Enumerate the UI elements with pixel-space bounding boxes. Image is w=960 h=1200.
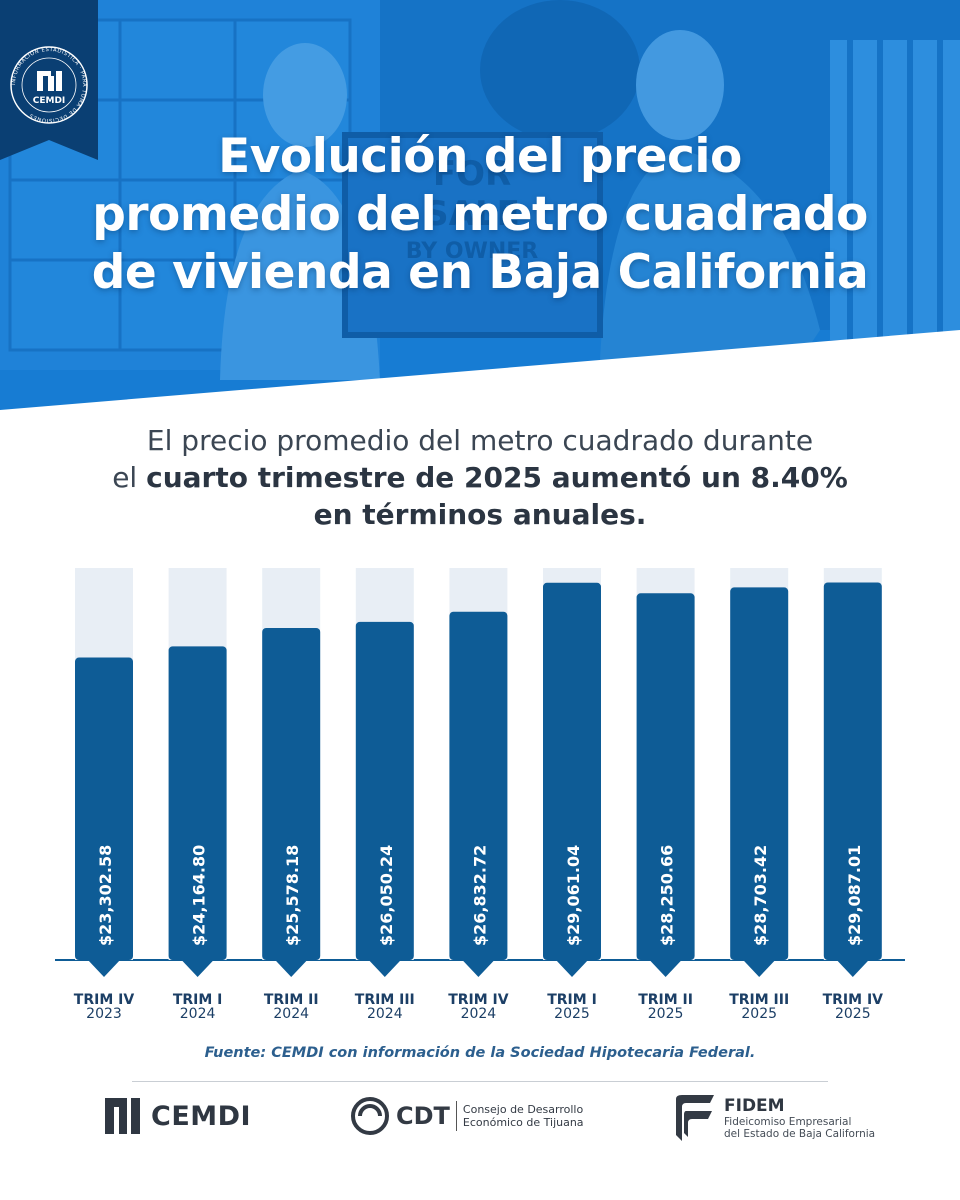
bar-pointer bbox=[742, 959, 777, 977]
x-tick-year: 2025 bbox=[554, 1006, 590, 1022]
x-tick-year: 2024 bbox=[461, 1006, 497, 1022]
title-line-1: Evolución del precio bbox=[218, 129, 742, 184]
fidem-wordmark: FIDEM bbox=[724, 1095, 785, 1116]
data-label: $29,061.04 bbox=[564, 845, 583, 946]
x-tick-period: TRIM III bbox=[729, 992, 789, 1008]
x-tick-period: TRIM II bbox=[638, 992, 693, 1008]
bar bbox=[636, 593, 695, 960]
x-tick-period: TRIM IV bbox=[448, 992, 509, 1008]
bar-pointer bbox=[461, 959, 496, 977]
cdt-ring-icon bbox=[351, 1097, 389, 1135]
x-tick-period: TRIM I bbox=[547, 992, 597, 1008]
x-tick-year: 2024 bbox=[273, 1006, 309, 1022]
badge-brand: CEMDI bbox=[33, 96, 66, 106]
cdt-separator bbox=[455, 1101, 457, 1131]
bar bbox=[449, 611, 508, 960]
data-label: $26,832.72 bbox=[470, 845, 489, 946]
data-label: $24,164.80 bbox=[190, 845, 209, 946]
data-label: $25,578.18 bbox=[283, 845, 302, 946]
fidem-mark-icon bbox=[676, 1095, 714, 1141]
headline-line-1: El precio promedio del metro cuadrado du… bbox=[146, 424, 814, 457]
bar bbox=[823, 582, 882, 960]
bar-pointer bbox=[87, 959, 121, 977]
x-tick-year: 2023 bbox=[86, 1006, 122, 1022]
cdt-wordmark: CDT bbox=[396, 1102, 450, 1130]
data-label: $23,302.58 bbox=[96, 845, 115, 946]
cemdi-badge: CEMDI INFORMACIÓN ESTADÍSTICA · PARA TOM… bbox=[0, 0, 98, 160]
bar bbox=[168, 646, 227, 960]
x-tick-period: TRIM IV bbox=[74, 992, 135, 1008]
headline-line-3: en términos anuales. bbox=[313, 498, 647, 531]
x-tick-period: TRIM I bbox=[173, 992, 223, 1008]
fidem-logo: FIDEM Fideicomiso Empresarial del Estado… bbox=[672, 1093, 875, 1143]
x-tick-year: 2025 bbox=[741, 1006, 777, 1022]
x-tick-period: TRIM III bbox=[355, 992, 415, 1008]
sign-text-2: SALE bbox=[424, 194, 520, 234]
cemdi-wordmark: CEMDI bbox=[151, 1100, 252, 1132]
bar bbox=[355, 621, 414, 960]
cemdi-mark-icon bbox=[37, 71, 43, 91]
data-label: $28,250.66 bbox=[658, 845, 677, 946]
x-tick-year: 2024 bbox=[180, 1006, 216, 1022]
footer-divider bbox=[132, 1081, 828, 1082]
cdt-description: Consejo de Desarrollo Económico de Tijua… bbox=[463, 1103, 584, 1129]
bar-pointer bbox=[555, 959, 589, 977]
page-title: Evolución del precio promedio del metro … bbox=[0, 128, 960, 302]
x-tick-year: 2024 bbox=[367, 1006, 403, 1022]
headline-line-2b: cuarto trimestre de 2025 aumentó un 8.40… bbox=[146, 461, 848, 494]
bar bbox=[730, 587, 789, 960]
bar bbox=[262, 627, 321, 960]
bar-pointer bbox=[648, 959, 683, 977]
headline: El precio promedio del metro cuadrado du… bbox=[60, 422, 900, 533]
fidem-description: Fideicomiso Empresarial del Estado de Ba… bbox=[724, 1116, 875, 1141]
data-label: $26,050.24 bbox=[377, 845, 396, 946]
x-tick-year: 2025 bbox=[648, 1006, 684, 1022]
bar bbox=[543, 582, 601, 960]
title-line-3: de vivienda en Baja California bbox=[91, 245, 869, 300]
cemdi-mark-icon bbox=[105, 1098, 140, 1134]
data-label: $29,087.01 bbox=[845, 845, 864, 946]
data-label: $28,703.42 bbox=[751, 845, 770, 946]
headline-line-2a: el bbox=[112, 461, 147, 494]
bar-pointer bbox=[367, 959, 402, 977]
source-note: Fuente: CEMDI con información de la Soci… bbox=[204, 1045, 756, 1061]
x-tick-year: 2025 bbox=[835, 1006, 871, 1022]
bar-pointer bbox=[180, 959, 215, 977]
fidem-desc-line-2: del Estado de Baja California bbox=[724, 1128, 876, 1140]
x-tick-period: TRIM II bbox=[264, 992, 319, 1008]
cdt-logo: CDT Consejo de Desarrollo Económico de T… bbox=[350, 1096, 584, 1136]
x-tick-period: TRIM IV bbox=[823, 992, 884, 1008]
bar-pointer bbox=[274, 959, 309, 977]
cemdi-logo: CEMDI bbox=[103, 1096, 251, 1136]
bar-pointer bbox=[835, 959, 870, 977]
hero-photo: FOR SALE BY OWNER bbox=[0, 0, 960, 410]
hero-banner: FOR SALE BY OWNER Evolución del precio p… bbox=[0, 0, 960, 410]
title-line-2: promedio del metro cuadrado bbox=[92, 187, 868, 242]
sign-text-3: BY OWNER bbox=[406, 239, 539, 264]
fidem-desc-line-1: Fideicomiso Empresarial bbox=[724, 1115, 852, 1128]
cdt-desc-line-1: Consejo de Desarrollo bbox=[462, 1103, 584, 1116]
cdt-desc-line-2: Económico de Tijuana bbox=[462, 1116, 584, 1129]
sign-text-1: FOR bbox=[433, 154, 511, 194]
bar bbox=[75, 657, 133, 960]
